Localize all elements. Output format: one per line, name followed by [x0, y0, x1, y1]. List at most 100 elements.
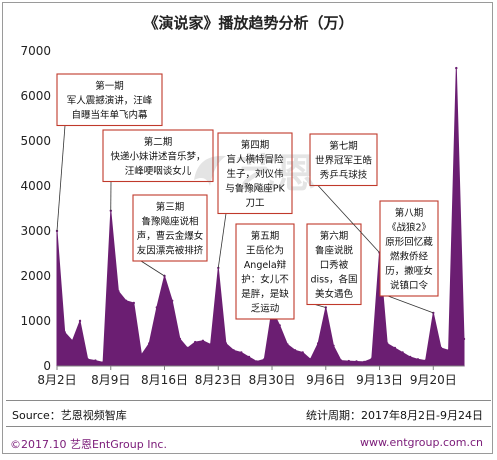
- data-point: [194, 340, 197, 344]
- callout-text: 生子，刘仪伟: [226, 168, 283, 180]
- data-point: [447, 349, 450, 352]
- data-point: [339, 359, 343, 362]
- website-link[interactable]: www.entgroup.com.cn: [360, 436, 483, 449]
- y-tick-label: 5000: [20, 134, 51, 148]
- data-point: [132, 301, 135, 305]
- data-point: [247, 355, 251, 359]
- data-point: [439, 346, 443, 350]
- y-tick-label: 7000: [20, 44, 51, 58]
- callout-text: 是胖，是缺: [241, 288, 289, 300]
- callout-text: 自曝当年单飞内幕: [71, 109, 148, 121]
- data-point: [309, 358, 312, 361]
- data-point: [140, 353, 143, 356]
- callout-episode-label: 第七期: [329, 140, 358, 152]
- data-point: [386, 342, 389, 345]
- callout-episode-label: 第五期: [251, 230, 280, 242]
- callout-text: 乏运动: [251, 304, 280, 315]
- watermark-text: 艺恩: [236, 151, 316, 197]
- data-point: [393, 346, 397, 350]
- watermark: 艺恩: [188, 140, 338, 200]
- callout-text: 燃救侨经: [390, 251, 429, 263]
- callout-box: [102, 129, 214, 183]
- chart-title: 《演说家》播放趋势分析（万）: [143, 14, 354, 32]
- callout-text: 鲁豫飚座说相: [141, 216, 198, 228]
- data-point: [209, 343, 212, 346]
- data-point: [232, 349, 235, 352]
- callout-text: 汪峰哽咽谈女儿: [125, 165, 192, 177]
- callout-text: 声，曹云金爆女: [137, 230, 204, 242]
- callout-text: diss，各国: [310, 274, 357, 286]
- x-tick-label: 8月9日: [91, 373, 130, 387]
- data-point: [71, 339, 74, 342]
- data-point: [240, 351, 243, 354]
- callout-text: 世界冠军王皓: [315, 155, 373, 167]
- callout-text: 护：女儿不: [241, 274, 289, 286]
- callout-box: [132, 194, 208, 262]
- data-point: [101, 361, 105, 364]
- callout-text: 历，撒哑女: [385, 265, 433, 277]
- data-point: [224, 342, 228, 345]
- callout-leader: [387, 295, 434, 314]
- x-tick-label: 9月20日: [410, 373, 457, 387]
- footer-top-separator: [6, 400, 491, 401]
- data-point: [124, 299, 128, 302]
- chart-frame: [2, 2, 493, 454]
- callout-text: 与鲁豫飚座PK: [225, 183, 285, 195]
- copyright-label: ©2017.10 艺恩EntGroup Inc.: [10, 438, 167, 451]
- callout-text: 秀乒乓球技: [320, 169, 368, 181]
- y-tick-label: 0: [43, 359, 51, 373]
- data-point: [78, 319, 82, 323]
- callout-box: [235, 223, 295, 320]
- data-point: [347, 359, 350, 363]
- callout-text: 说镇口令: [390, 280, 429, 292]
- data-point: [255, 360, 258, 363]
- callout-text: 原形回忆藏: [385, 236, 433, 248]
- source-label: Source：艺恩视频智库: [12, 409, 127, 422]
- y-tick-label: 3000: [20, 224, 51, 238]
- x-tick-label: 8月23日: [195, 373, 242, 387]
- x-tick-label: 9月13日: [356, 373, 403, 387]
- callout-episode-label: 第六期: [320, 230, 349, 242]
- y-tick-label: 2000: [20, 269, 51, 283]
- callout-text: 友因漂亮被排挤: [137, 245, 204, 257]
- data-point: [370, 357, 373, 360]
- data-point: [462, 337, 466, 341]
- callout-box: [379, 200, 439, 297]
- data-point: [401, 351, 404, 354]
- data-point: [355, 360, 358, 363]
- x-tick-label: 8月2日: [37, 373, 76, 387]
- data-point: [109, 209, 113, 212]
- y-tick-label: 6000: [20, 89, 51, 103]
- callout-text: 王岳伦为: [246, 245, 284, 257]
- x-tick-label: 8月30日: [249, 373, 296, 387]
- callout-episode-label: 第一期: [95, 80, 124, 92]
- callout-leader: [217, 213, 227, 268]
- data-point: [263, 358, 266, 361]
- data-point: [301, 351, 304, 354]
- callout-episode-label: 第四期: [241, 139, 270, 151]
- callout-text: 盲人横特冒险: [226, 154, 284, 166]
- callout-text: 美女遇色: [315, 288, 354, 300]
- data-point: [293, 349, 297, 352]
- callout-box: [309, 133, 378, 187]
- entgroup-logo-icon: [194, 155, 226, 186]
- callout-box: [56, 73, 163, 127]
- data-point: [332, 344, 335, 347]
- callout-episode-label: 第八期: [395, 207, 424, 219]
- callout-box: [306, 223, 362, 306]
- data-point: [416, 358, 420, 361]
- data-point: [424, 359, 427, 362]
- x-tick-label: 8月16日: [141, 373, 188, 387]
- period-label: 统计周期：2017年8月2日-9月24日: [306, 409, 483, 422]
- data-point: [278, 324, 281, 327]
- data-point: [363, 360, 366, 364]
- callout-text: 《战狼2》: [387, 222, 431, 234]
- callout-box: [217, 132, 293, 215]
- callout-leader: [140, 260, 165, 277]
- callout-text: 快递小妹讲述音乐梦，: [110, 151, 205, 163]
- data-point: [155, 306, 158, 309]
- data-point: [94, 359, 97, 362]
- callout-leader: [317, 185, 380, 253]
- y-tick-label: 1000: [20, 314, 51, 328]
